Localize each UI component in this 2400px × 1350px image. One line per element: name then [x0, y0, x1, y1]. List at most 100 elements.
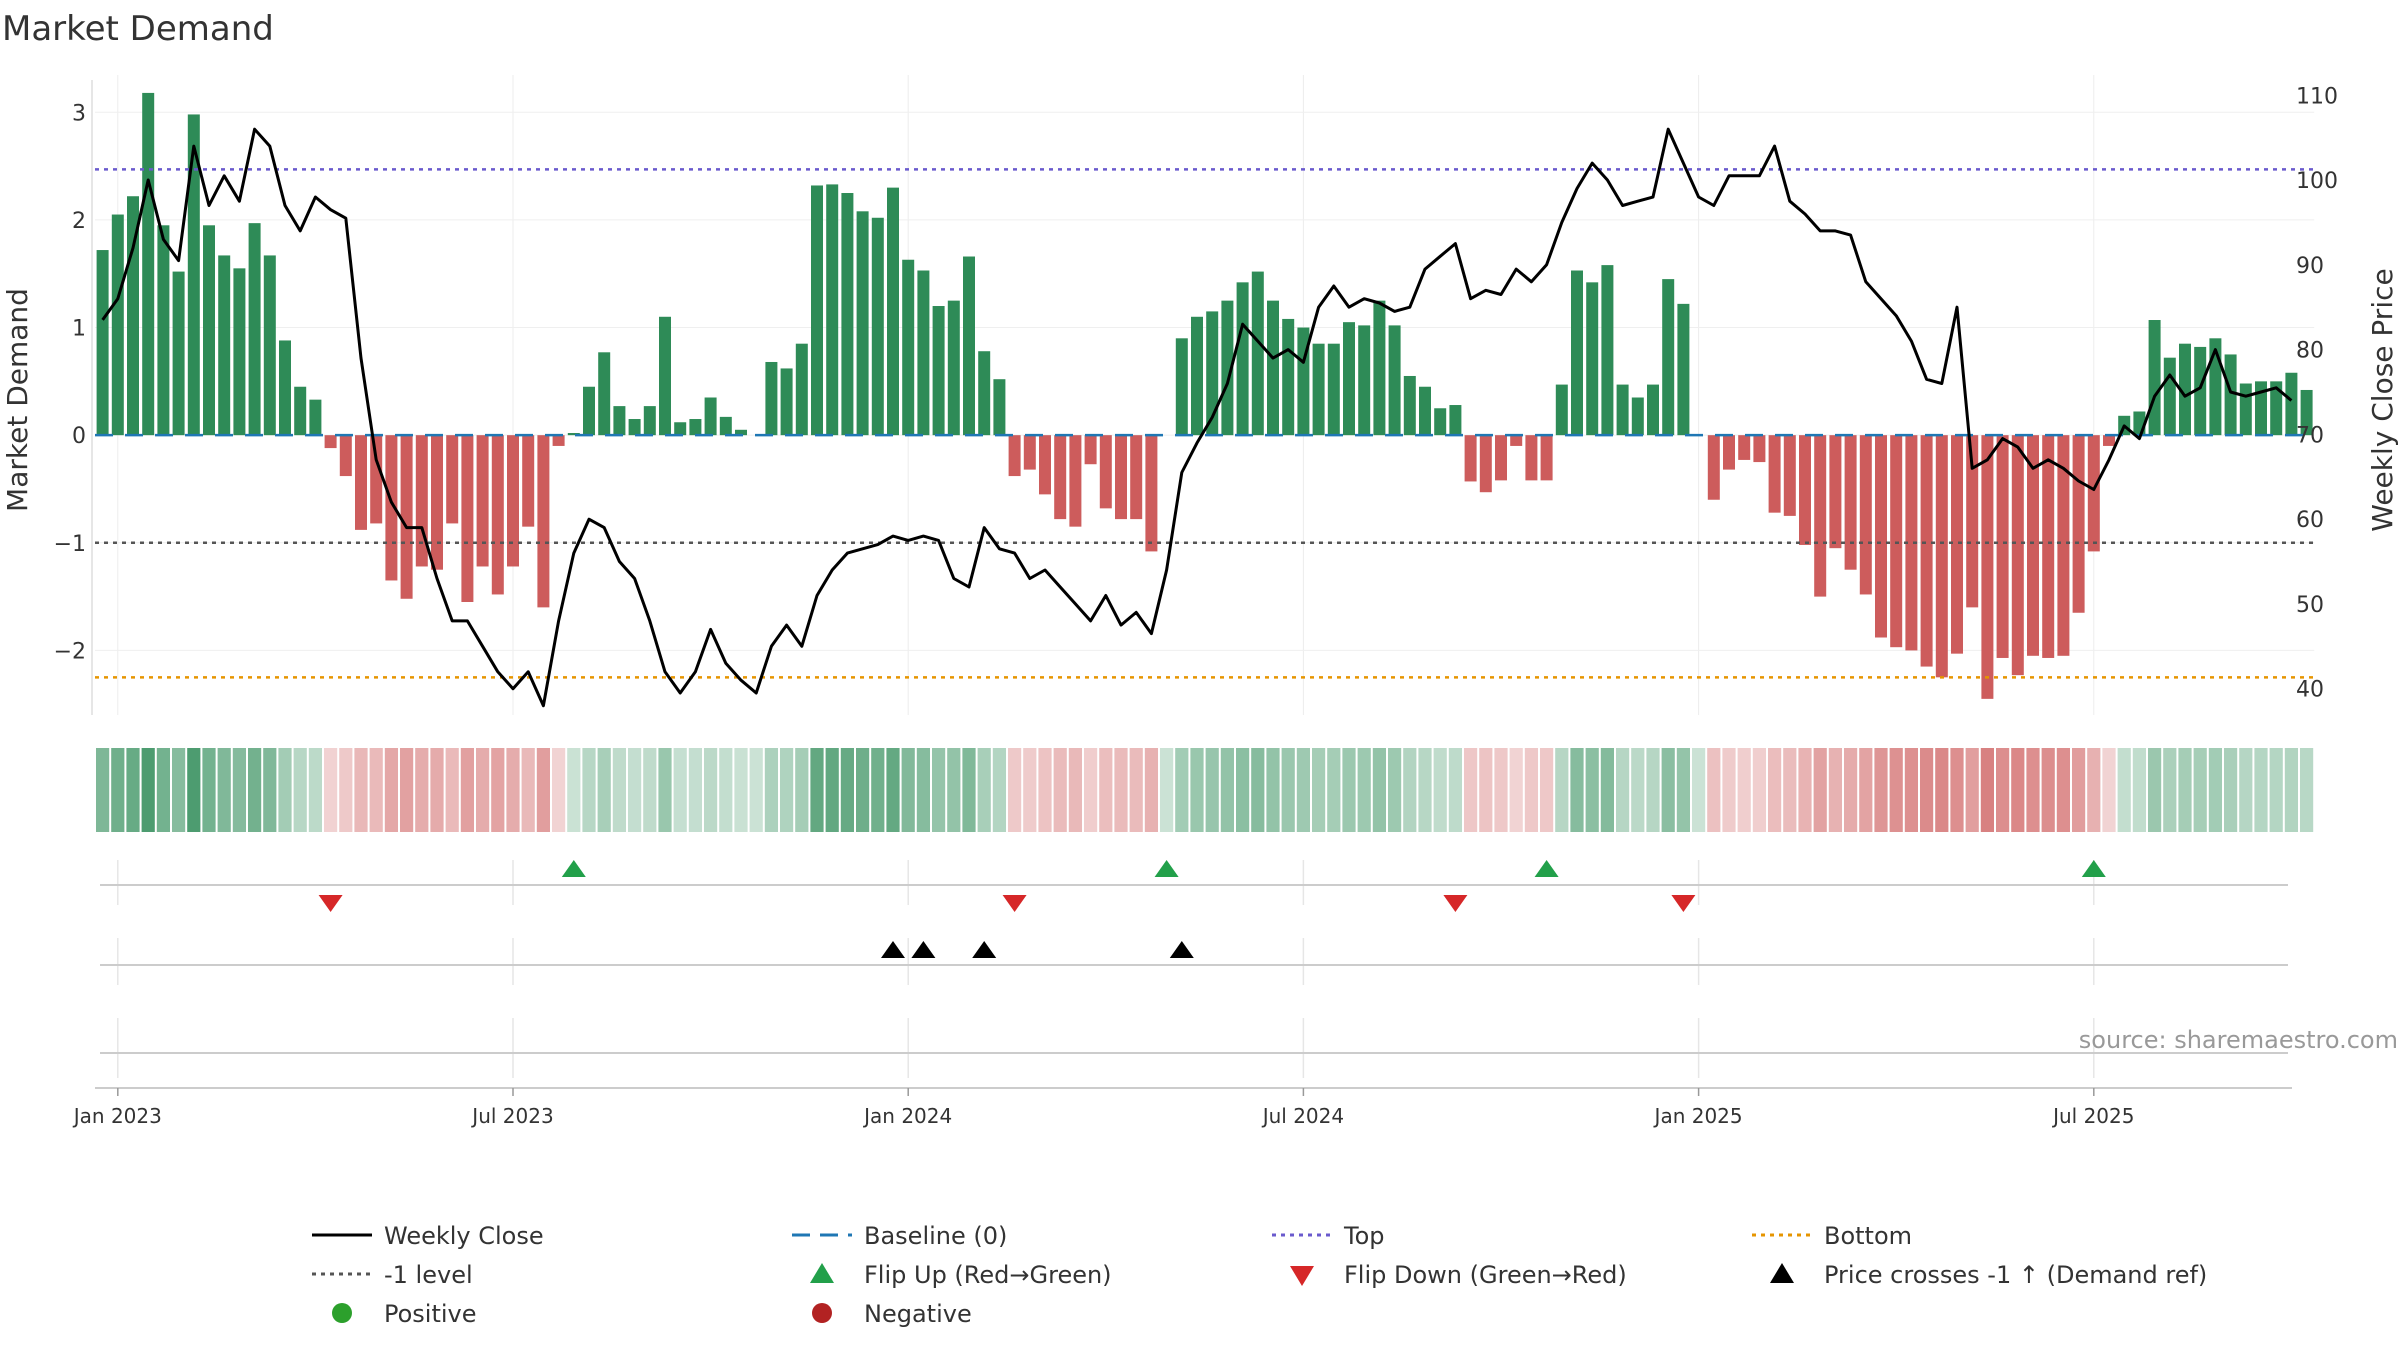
- heat-cell-110: [1768, 748, 1782, 832]
- heat-cell-128: [2041, 748, 2055, 832]
- heat-cell-140: [2224, 748, 2238, 832]
- heat-cell-95: [1540, 748, 1554, 832]
- legend-flip-up: Flip Up (Red→Green): [810, 1261, 1112, 1289]
- demand-bar-111: [1783, 435, 1796, 516]
- heat-cell-106: [1707, 748, 1721, 832]
- heat-cell-20: [400, 748, 414, 832]
- demand-bar-123: [1966, 435, 1979, 608]
- demand-bar-15: [324, 435, 337, 449]
- heat-cell-50: [856, 748, 870, 832]
- heat-cell-44: [764, 748, 778, 832]
- demand-bar-49: [841, 193, 854, 436]
- heat-cell-104: [1676, 748, 1690, 832]
- heat-cell-11: [263, 748, 277, 832]
- heat-cell-6: [187, 748, 201, 832]
- demand-bar-135: [2148, 320, 2161, 436]
- demand-bar-38: [674, 422, 687, 436]
- heat-cell-83: [1357, 748, 1371, 832]
- demand-bar-63: [1054, 435, 1067, 520]
- heat-cell-33: [597, 748, 611, 832]
- demand-bar-18: [370, 435, 383, 524]
- demand-heat-strip: [96, 748, 2314, 832]
- demand-bar-141: [2239, 383, 2252, 436]
- flip-up-marker-0: [561, 860, 586, 877]
- right-ytick-4: 70: [2296, 423, 2324, 448]
- demand-bar-99: [1601, 265, 1614, 436]
- heat-cell-123: [1965, 748, 1979, 832]
- heat-cell-100: [1616, 748, 1630, 832]
- heat-cell-136: [2163, 748, 2177, 832]
- heat-cell-73: [1205, 748, 1219, 832]
- legend: Weekly Close Baseline (0) Top Bottom -1 …: [312, 1222, 2207, 1328]
- heat-cell-72: [1190, 748, 1204, 832]
- right-ytick-2: 90: [2296, 254, 2324, 279]
- price-cross-marker-3: [1169, 941, 1194, 958]
- right-ytick-0: 110: [2296, 84, 2338, 109]
- demand-bar-35: [628, 419, 641, 436]
- demand-bar-1: [111, 214, 124, 436]
- demand-bar-68: [1130, 435, 1143, 520]
- heat-cell-84: [1372, 748, 1386, 832]
- heat-cell-132: [2102, 748, 2116, 832]
- demand-bar-42: [735, 429, 747, 436]
- flip-up-marker-3: [2081, 860, 2106, 877]
- demand-bar-66: [1099, 435, 1112, 509]
- demand-bar-92: [1495, 435, 1507, 481]
- demand-bar-58: [978, 351, 991, 436]
- heat-cell-70: [1160, 748, 1174, 832]
- demand-bar-140: [2224, 354, 2237, 436]
- demand-bar-82: [1343, 322, 1355, 436]
- demand-bar-50: [856, 211, 869, 436]
- demand-bar-113: [1814, 435, 1827, 597]
- demand-bar-83: [1358, 325, 1371, 436]
- right-ytick-5: 60: [2296, 508, 2324, 533]
- legend-positive-label: Positive: [384, 1300, 477, 1328]
- heat-cell-85: [1388, 748, 1402, 832]
- reference-lines: [95, 168, 2315, 679]
- heat-cell-38: [673, 748, 687, 832]
- demand-bar-75: [1236, 282, 1249, 436]
- demand-bar-14: [309, 399, 322, 436]
- demand-bar-17: [355, 435, 367, 530]
- heat-cell-47: [810, 748, 824, 832]
- heat-cell-36: [643, 748, 657, 832]
- heat-cell-131: [2087, 748, 2101, 832]
- heat-cell-71: [1175, 748, 1189, 832]
- price-cross-triangle-icon: [1770, 1263, 1794, 1283]
- heat-cell-65: [1084, 748, 1098, 832]
- heat-cell-124: [1980, 748, 1994, 832]
- heat-cell-111: [1783, 748, 1797, 832]
- heat-cell-87: [1418, 748, 1432, 832]
- left-ytick-5: −2: [54, 639, 86, 664]
- demand-bar-136: [2163, 357, 2176, 436]
- legend-top-label: Top: [1343, 1222, 1385, 1250]
- flip-up-marker-1: [1154, 860, 1179, 877]
- heat-cell-66: [1099, 748, 1113, 832]
- demand-bar-16: [339, 435, 352, 477]
- heat-cell-9: [232, 748, 246, 832]
- heat-cell-74: [1220, 748, 1234, 832]
- demand-bar-124: [1981, 435, 1994, 699]
- heat-cell-27: [506, 748, 520, 832]
- legend-weekly-close-label: Weekly Close: [384, 1222, 544, 1250]
- heat-cell-5: [172, 748, 186, 832]
- heat-cell-63: [1053, 748, 1067, 832]
- heat-cell-18: [369, 748, 383, 832]
- demand-bar-95: [1540, 435, 1553, 481]
- demand-bar-30: [552, 435, 565, 446]
- heat-cell-12: [278, 748, 292, 832]
- left-ytick-2: 1: [72, 317, 86, 342]
- demand-bar-90: [1464, 435, 1477, 482]
- heat-cell-103: [1661, 748, 1675, 832]
- flip-up-triangle-icon: [810, 1263, 834, 1283]
- price-cross-marker-0: [881, 941, 905, 958]
- heat-cell-82: [1342, 748, 1356, 832]
- heat-cell-67: [1114, 748, 1128, 832]
- heat-cell-60: [1008, 748, 1022, 832]
- demand-bar-84: [1373, 300, 1386, 436]
- demand-bar-96: [1555, 384, 1568, 436]
- heat-cell-59: [992, 748, 1006, 832]
- heat-cell-61: [1023, 748, 1037, 832]
- flip-down-triangle-icon: [1290, 1266, 1314, 1286]
